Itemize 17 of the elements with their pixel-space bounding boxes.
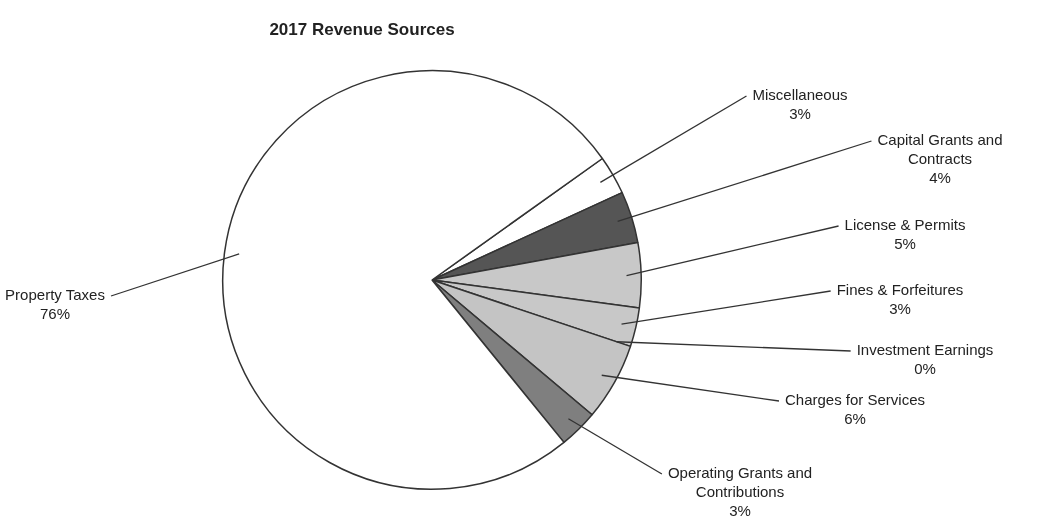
chart-title: 2017 Revenue Sources (269, 20, 455, 39)
slice-label: Capital Grants and Contracts (877, 131, 1003, 167)
data-label: 3% (889, 300, 911, 317)
slice-label: License & Permits (844, 216, 966, 233)
slice-label: Charges for Services (784, 391, 926, 408)
data-label: 3% (789, 105, 811, 122)
slice-label: Property Taxes (5, 286, 105, 303)
category-label: Investment Earnings (856, 341, 994, 358)
slice-label: Miscellaneous (752, 86, 848, 103)
data-label: 5% (894, 235, 916, 252)
data-label: 3% (729, 502, 751, 519)
slice-label: Operating Grants and Contributions (667, 464, 813, 500)
text: 0% (914, 360, 936, 377)
slice-label: Fines & Forfeitures (836, 281, 964, 298)
data-label: 6% (844, 410, 866, 427)
data-label: 4% (929, 169, 951, 186)
data-label: 76% (39, 305, 71, 322)
